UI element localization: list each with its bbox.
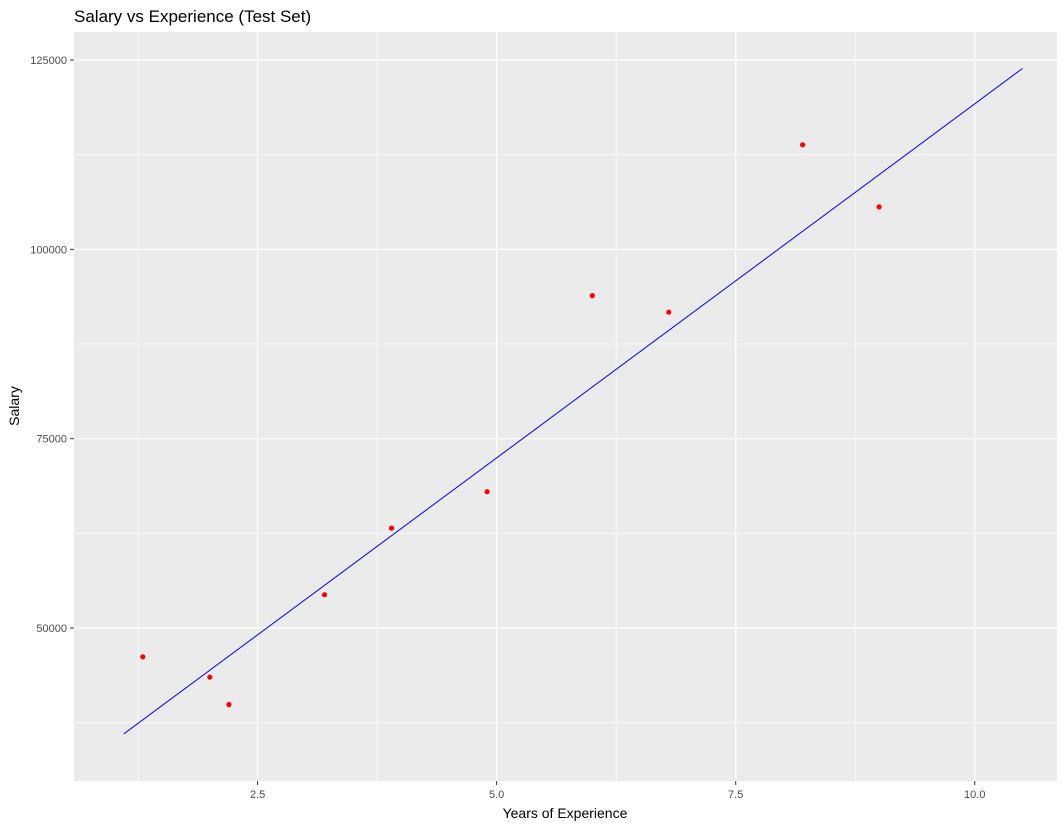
data-point — [140, 654, 146, 660]
data-point — [589, 293, 595, 299]
y-tick-label: 100000 — [30, 244, 67, 256]
regression-line — [123, 67, 1023, 735]
y-axis-title: Salary — [6, 386, 22, 426]
data-point — [876, 204, 882, 210]
x-axis-title: Years of Experience — [503, 805, 628, 821]
chart-title: Salary vs Experience (Test Set) — [74, 7, 311, 26]
y-tick-label: 50000 — [36, 623, 67, 635]
data-point — [388, 525, 395, 531]
data-point — [207, 674, 213, 680]
data-point — [226, 701, 232, 708]
y-tick-label: 125000 — [30, 55, 67, 67]
points-layer — [140, 142, 882, 708]
x-tick-label: 2.5 — [250, 789, 265, 801]
data-point — [800, 142, 806, 148]
data-point — [484, 489, 490, 495]
data-point — [321, 592, 328, 598]
grid-major — [74, 32, 1057, 781]
data-point — [666, 309, 672, 315]
y-tick-label: 75000 — [36, 434, 67, 446]
regression-layer — [123, 67, 1023, 735]
grid-minor — [74, 32, 1057, 781]
y-axis-ticks: 50000 75000 100000 125000 — [30, 55, 74, 635]
x-tick-label: 7.5 — [728, 789, 743, 801]
x-tick-label: 10.0 — [964, 789, 985, 801]
x-axis-ticks: 2.5 5.0 7.5 10.0 — [250, 781, 985, 801]
x-tick-label: 5.0 — [489, 789, 504, 801]
